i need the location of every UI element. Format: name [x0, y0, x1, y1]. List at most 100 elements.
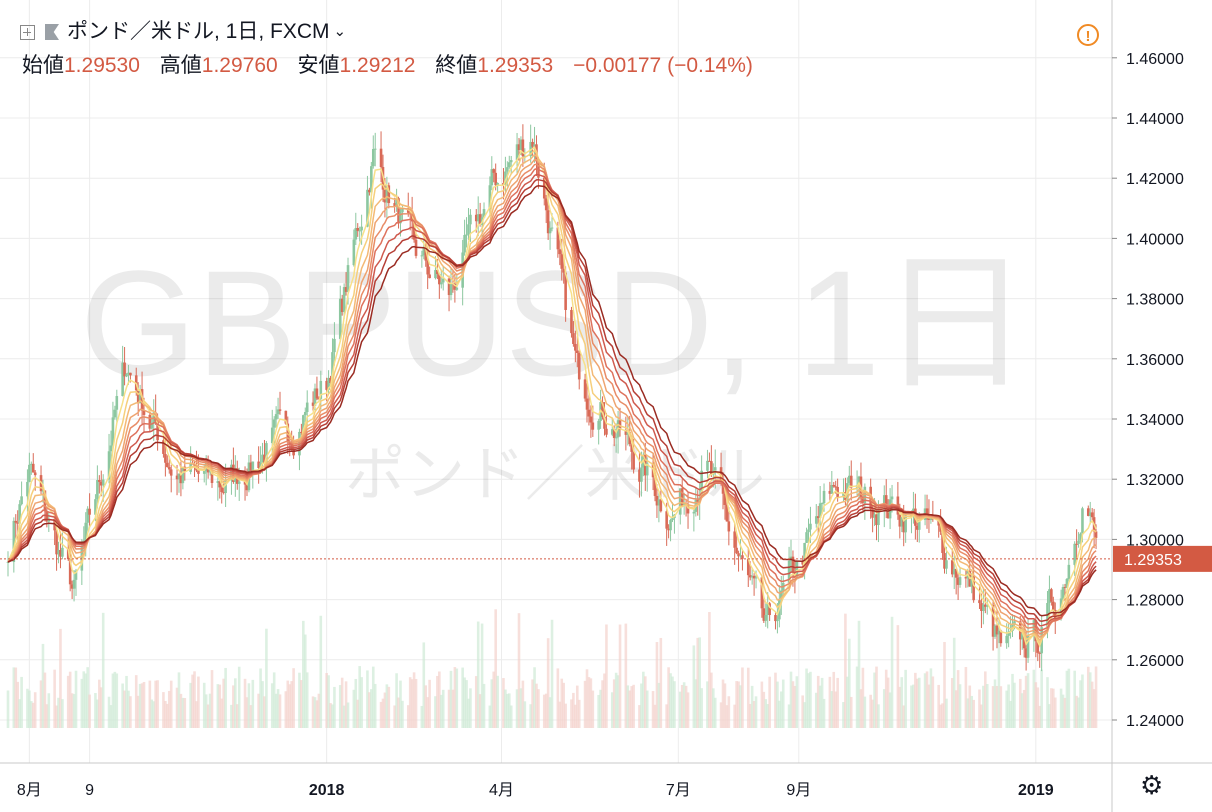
volume-bar	[980, 704, 983, 728]
volume-bar	[373, 683, 377, 728]
volume-bar	[556, 668, 560, 728]
volume-bar	[366, 670, 369, 728]
volume-bar	[284, 691, 288, 728]
volume-bar	[179, 693, 183, 728]
volume-bar	[123, 690, 126, 728]
candle-body	[589, 416, 593, 423]
volume-bar	[302, 620, 305, 728]
volume-bar	[655, 642, 659, 728]
candle-body	[857, 476, 861, 486]
volume-bar	[352, 689, 356, 728]
volume-bar	[1050, 688, 1053, 728]
volume-bar	[109, 705, 113, 728]
candle-body	[533, 144, 536, 147]
candle-body	[603, 416, 606, 429]
volume-bar	[265, 628, 268, 728]
volume-bar	[711, 688, 715, 728]
volume-bar	[441, 689, 445, 728]
candle-body	[370, 166, 373, 193]
volume-bar	[340, 677, 344, 728]
candle-body	[84, 522, 88, 541]
candle-body	[875, 514, 878, 526]
candle-body	[1005, 635, 1008, 644]
candle-body	[925, 508, 929, 516]
volume-bar	[678, 691, 682, 728]
volume-bar	[134, 675, 138, 728]
plus-square-icon[interactable]	[20, 25, 35, 40]
candle-body	[1034, 620, 1038, 642]
candle-body	[972, 576, 975, 601]
candle-body	[393, 203, 396, 207]
candle-body	[952, 568, 956, 575]
moving-average-line	[7, 185, 1097, 617]
volume-bar	[1005, 690, 1008, 728]
volume-bar	[882, 689, 886, 728]
price-tick-label: 1.34000	[1126, 412, 1184, 429]
volume-bar	[138, 683, 142, 728]
candle-body	[136, 390, 140, 404]
candle-body	[94, 499, 97, 515]
volume-bar	[325, 672, 328, 728]
candle-body	[583, 379, 587, 399]
candle-body	[113, 409, 117, 418]
moving-average-line	[7, 146, 1097, 648]
volume-bar	[575, 685, 579, 728]
candle-body	[303, 412, 307, 416]
candle-body	[210, 469, 214, 483]
symbol-header[interactable]: ポンド／米ドル, 1日, FXCM ⌄	[20, 18, 346, 48]
volume-bar	[167, 690, 171, 728]
candle-body	[237, 481, 241, 484]
candle-body	[943, 553, 946, 569]
flag-icon[interactable]	[45, 24, 59, 40]
candle-body	[550, 227, 554, 229]
volume-bar	[952, 637, 956, 728]
candle-body	[542, 177, 546, 199]
candle-body	[315, 388, 319, 399]
volume-bar	[99, 687, 103, 728]
candle-body	[265, 443, 268, 465]
candle-body	[700, 470, 703, 498]
symbol-title[interactable]: ポンド／米ドル, 1日, FXCM	[67, 20, 330, 43]
volume-bar	[869, 694, 872, 728]
chevron-down-icon[interactable]: ⌄	[333, 23, 347, 40]
candle-body	[958, 577, 962, 585]
volume-bar	[162, 692, 165, 728]
candle-body	[476, 214, 480, 222]
candle-body	[638, 469, 641, 482]
volume-bar	[642, 671, 645, 728]
candle-body	[1063, 587, 1067, 589]
volume-bar	[422, 642, 426, 728]
candle-body	[111, 417, 115, 446]
candle-body	[420, 255, 424, 257]
candle-body	[564, 272, 567, 310]
candle-body	[937, 519, 940, 526]
volume-bar	[249, 705, 253, 728]
low-value: 1.29212	[339, 54, 416, 77]
volume-bar	[311, 696, 315, 728]
volume-bar	[204, 694, 208, 728]
candle-body	[900, 517, 904, 527]
gear-icon[interactable]: ⚙	[1140, 770, 1164, 800]
warning-icon[interactable]: !	[1077, 24, 1099, 46]
volume-bar	[428, 679, 431, 728]
volume-bar	[202, 682, 206, 728]
volume-bar	[1052, 688, 1055, 728]
volume-bar	[86, 667, 89, 728]
candle-body	[509, 160, 513, 163]
candle-body	[325, 380, 328, 390]
candle-body	[352, 239, 356, 266]
volume-bar	[45, 704, 49, 728]
volume-bar	[434, 696, 437, 728]
volume-bar	[558, 701, 562, 728]
candle-body	[356, 228, 360, 231]
candle-body	[601, 402, 604, 417]
volume-bar	[601, 680, 604, 728]
price-tick-label: 1.44000	[1126, 111, 1184, 128]
volume-bar	[849, 696, 853, 728]
volume-bar	[651, 691, 655, 728]
volume-bar	[82, 671, 86, 728]
candle-body	[424, 248, 428, 261]
volume-bar	[278, 694, 282, 728]
